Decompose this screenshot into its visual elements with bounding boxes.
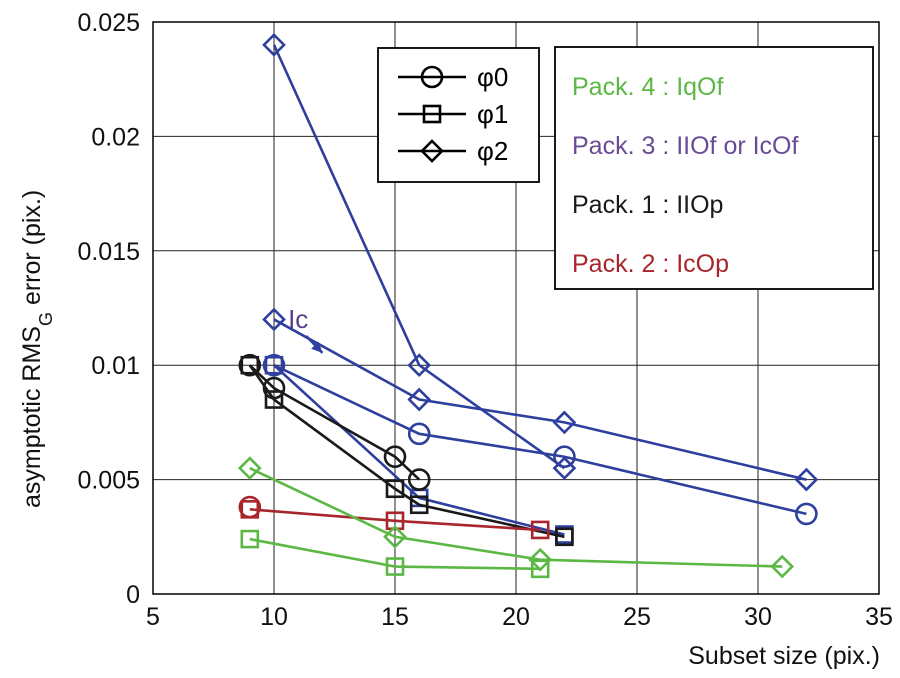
x-tick-label: 15 bbox=[381, 603, 409, 631]
axis-ticks: 5 10 15 20 25 30 35 0 0.005 0.01 0.015 0.02 0.025 bbox=[77, 9, 892, 631]
y-axis-label: asymptotic RMSG error (pix.) bbox=[18, 190, 56, 508]
data-point-diamond bbox=[794, 467, 819, 492]
x-tick-label: 10 bbox=[260, 603, 288, 631]
marker-legend-label: φ2 bbox=[477, 136, 508, 166]
series-line bbox=[272, 44, 566, 470]
data-point-circle bbox=[553, 445, 576, 469]
data-point-square bbox=[385, 557, 405, 576]
data-point-square bbox=[409, 495, 429, 515]
data-point-square bbox=[240, 500, 260, 519]
x-tick-label: 20 bbox=[502, 603, 530, 631]
data-point-circle bbox=[407, 468, 431, 491]
y-tick-label: 0.01 bbox=[91, 352, 140, 380]
x-tick-label: 35 bbox=[865, 603, 893, 631]
data-point-diamond bbox=[407, 387, 432, 412]
data-point-diamond bbox=[407, 353, 432, 378]
marker-legend-entry: φ0 bbox=[398, 62, 508, 92]
annotation-arrow-head bbox=[311, 341, 323, 353]
marker-legend-label: φ1 bbox=[477, 99, 508, 129]
y-tick-label: 0 bbox=[126, 581, 140, 609]
data-point-diamond bbox=[262, 307, 286, 332]
series-line bbox=[249, 466, 783, 568]
marker-legend-entry: φ2 bbox=[398, 136, 508, 166]
data-point-square bbox=[264, 390, 284, 409]
data-point-diamond bbox=[770, 554, 795, 579]
marker-legend: φ0 φ1 φ2 bbox=[377, 47, 540, 183]
data-point-square bbox=[385, 511, 405, 531]
marker-legend-label: φ0 bbox=[477, 62, 508, 92]
y-tick-label: 0.02 bbox=[91, 123, 140, 151]
series-line bbox=[248, 364, 421, 481]
x-tick-label: 5 bbox=[146, 603, 160, 631]
y-axis-label-subscript: G bbox=[36, 312, 56, 326]
series-line bbox=[273, 364, 807, 516]
data-point-circle bbox=[383, 445, 407, 469]
pack-legend: Pack. 4 : IqOf Pack. 3 : IIOf or IcOf Pack… bbox=[554, 46, 874, 290]
y-tick-label: 0.025 bbox=[77, 9, 140, 37]
series-line bbox=[248, 364, 565, 539]
series-layer bbox=[237, 33, 819, 579]
data-point-circle bbox=[238, 353, 262, 377]
x-tick-label: 25 bbox=[623, 603, 651, 631]
series-pack1-circle bbox=[238, 353, 431, 491]
data-point-square bbox=[385, 479, 405, 499]
data-point-circle bbox=[262, 353, 286, 377]
data-point-square bbox=[240, 355, 260, 375]
pack-legend-label: Pack. 3 : IIOf or IcOf bbox=[572, 132, 799, 160]
marker-legend-symbol-circle bbox=[420, 65, 444, 89]
x-axis-label: Subset size (pix.) bbox=[688, 642, 880, 670]
data-point-diamond bbox=[552, 410, 577, 435]
data-point-square bbox=[264, 355, 284, 375]
pack-legend-label: Pack. 4 : IqOf bbox=[572, 73, 724, 101]
marker-legend-symbol-square bbox=[422, 104, 442, 124]
annotation-ic-label: Ic bbox=[288, 304, 308, 334]
data-point-circle bbox=[407, 422, 431, 446]
series-pack3-diamond bbox=[262, 307, 819, 492]
series-pack3-circle bbox=[262, 353, 818, 526]
x-tick-label: 30 bbox=[744, 603, 772, 631]
pack-legend-label: Pack. 2 : IcOp bbox=[572, 250, 729, 278]
marker-legend-symbol-diamond bbox=[420, 139, 444, 163]
y-axis-label-main: asymptotic RMS bbox=[18, 326, 46, 508]
plot-frame bbox=[152, 21, 880, 595]
series-line bbox=[273, 318, 807, 481]
marker-legend-entry: φ1 bbox=[398, 99, 508, 129]
pack-legend-label: Pack. 1 : IIOp bbox=[572, 191, 723, 219]
data-point-square bbox=[555, 527, 574, 547]
data-point-diamond bbox=[262, 33, 286, 57]
y-tick-label: 0.005 bbox=[77, 467, 140, 495]
y-tick-label: 0.015 bbox=[77, 238, 140, 266]
annotation-ic: Ic bbox=[288, 304, 324, 354]
series-pack2-square bbox=[240, 500, 550, 540]
series-pack4-diamond bbox=[237, 456, 795, 579]
data-point-diamond bbox=[528, 547, 553, 572]
series-pack4-square bbox=[240, 529, 550, 579]
data-point-diamond bbox=[383, 524, 407, 549]
series-line bbox=[249, 508, 541, 532]
series-line bbox=[249, 537, 541, 571]
pack-legend-box bbox=[554, 46, 874, 290]
data-point-square bbox=[530, 559, 550, 579]
data-point-diamond bbox=[237, 456, 262, 480]
data-point-circle bbox=[795, 502, 818, 526]
series-pack1-square bbox=[240, 355, 574, 547]
data-point-square bbox=[240, 529, 260, 549]
data-point-square bbox=[530, 520, 550, 540]
y-axis-label-tail: error (pix.) bbox=[18, 190, 46, 312]
